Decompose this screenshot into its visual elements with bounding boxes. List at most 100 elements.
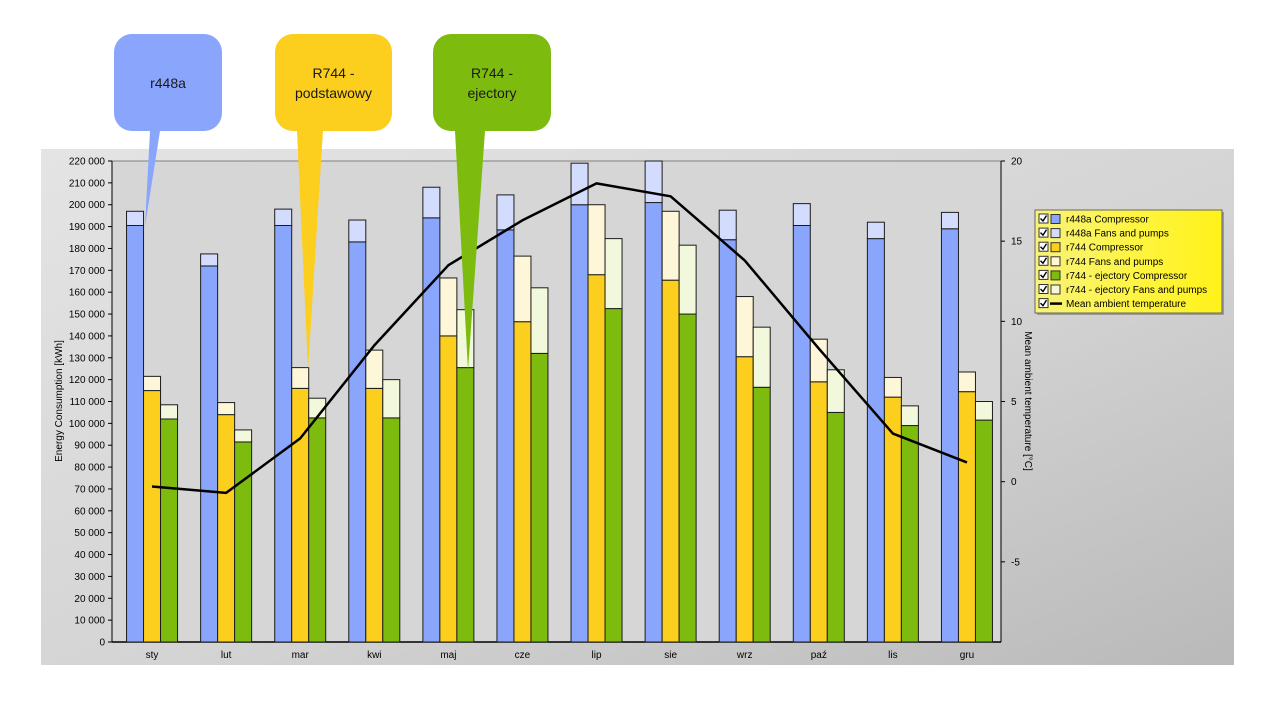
y-tick-label: 110 000 [70,397,106,408]
y-tick-label: 60 000 [74,506,105,517]
bar-lis-r744-ejectory-compressor [900,425,919,643]
x-tick-label: lip [592,650,602,661]
bar-paź-r744-ejectory-compressor [826,411,845,643]
y2-tick-label: 15 [1011,237,1023,248]
bar-lut-r744-ejectory-compressor [234,441,253,643]
bar-mar-r744-compressor [291,387,310,643]
bar-lip-r744-fans-and-pumps [587,204,606,276]
callout-label: R744 - [471,65,513,81]
callout-bubble [114,34,222,131]
legend-label: r744 Fans and pumps [1066,257,1163,268]
bar-sie-r744-fans-and-pumps [661,210,680,281]
bar-sie-r448a-fans-and-pumps [644,160,663,204]
bar-lip-r448a-fans-and-pumps [570,162,589,206]
bar-gru-r744-fans-and-pumps [957,371,976,393]
bar-gru-r448a-fans-and-pumps [940,211,959,230]
bar-paź-r448a-compressor [792,224,811,643]
legend-swatch [1050,284,1061,295]
bar-lis-r448a-compressor [866,238,885,643]
callout-label: r448a [150,75,186,91]
legend-checkbox [1038,298,1049,309]
bar-cze-r744-compressor [513,321,532,643]
legend-swatch [1050,270,1061,281]
y2-axis-title: Mean ambient temperature [°C] [1022,331,1033,471]
y2-tick-label: 10 [1011,317,1023,328]
right-axis: -5 0 5 10 15 20 [1000,157,1023,642]
legend-label: r744 - ejectory Compressor [1066,271,1188,282]
y-tick-label: 190 000 [69,222,106,233]
bar-sie-r744-ejectory-compressor [678,313,697,643]
x-tick-label: maj [440,650,456,661]
temperature-line [151,182,968,495]
y-tick-label: 140 000 [69,331,106,342]
y-tick-label: 30 000 [74,572,105,583]
temperature-series-line [151,182,968,495]
x-tick-label: paź [811,650,827,661]
bar-lis-r448a-fans-and-pumps [866,221,885,240]
bar-gru-r448a-compressor [940,228,959,643]
bar-cze-r448a-compressor [496,229,515,643]
callout-label: R744 - [312,65,354,81]
checkmark-icon [1040,285,1048,293]
bar-wrz-r744-ejectory-fans-and-pumps [752,326,771,388]
y-tick-label: 210 000 [69,178,106,189]
x-tick-label: lis [888,650,897,661]
checkmark-icon [1040,299,1048,307]
bar-mar-r448a-compressor [274,224,293,643]
callout-bubble [433,34,551,131]
bar-kwi-r448a-compressor [348,241,367,643]
bar-lip-r744-ejectory-fans-and-pumps [604,238,623,310]
y-tick-label: 220 000 [69,157,106,168]
y-tick-label: 100 000 [69,419,106,430]
y-tick-label: 20 000 [74,594,105,605]
bar-cze-r744-ejectory-fans-and-pumps [530,287,549,354]
bar-maj-r744-fans-and-pumps [439,277,458,337]
bar-kwi-r744-fans-and-pumps [365,349,384,389]
legend-label: r744 Compressor [1066,243,1144,254]
y-tick-label: 70 000 [74,484,105,495]
legend-swatch [1050,214,1061,224]
legend-swatch [1050,256,1061,267]
bar-lut-r448a-compressor [200,265,219,643]
bar-lut-r448a-fans-and-pumps [200,253,219,267]
bar-lis-r744-ejectory-fans-and-pumps [900,405,919,427]
callout-label: podstawowy [295,85,372,101]
bar-lut-r744-ejectory-fans-and-pumps [234,429,253,443]
bar-gru-r744-ejectory-fans-and-pumps [974,401,993,421]
x-tick-label: kwi [367,650,381,661]
x-tick-labels: sty lut mar kwi maj cze lip sie wrz paź lis gru [146,650,975,661]
legend-label: Mean ambient temperature [1066,299,1187,310]
legend-checkbox [1038,284,1049,294]
bar-paź-r448a-fans-and-pumps [792,203,811,226]
callout-label: ejectory [467,85,516,101]
x-tick-label: lut [221,650,232,661]
bar-maj-r744-ejectory-compressor [456,367,475,643]
bar-paź-r744-fans-and-pumps [809,338,828,383]
bar-kwi-r744-ejectory-compressor [382,417,401,643]
x-tick-label: cze [515,650,531,661]
callout-bubble [275,34,392,131]
y-tick-label: 150 000 [69,310,106,321]
bar-sty-r744-compressor [143,390,162,643]
bar-paź-r744-compressor [809,381,828,643]
bar-sty-r744-fans-and-pumps [143,375,162,392]
bar-lip-r744-ejectory-compressor [604,308,623,643]
callouts: r448a R744 - podstawowy R744 - ejectory [114,34,551,370]
callout-tail [297,131,323,370]
y-tick-label: 200 000 [69,200,106,211]
checkmark-icon [1040,271,1048,279]
x-tick-label: gru [960,650,974,661]
legend-box [1034,209,1223,314]
y-tick-label: 170 000 [69,266,106,277]
left-axis: 0 10 000 20 000 30 000 40 000 50 000 60 000 70 … [69,157,1001,649]
bar-sty-r744-ejectory-compressor [160,418,179,643]
plot-area [111,160,1002,643]
callout-tail [145,131,160,226]
bar-cze-r744-fans-and-pumps [513,255,532,323]
y-tick-label: 80 000 [74,463,105,474]
legend-label: r448a Compressor [1066,215,1149,226]
bar-maj-r448a-compressor [422,217,441,643]
legend-label: r448a Fans and pumps [1066,229,1169,240]
legend-swatch [1050,228,1061,239]
bar-cze-r744-ejectory-compressor [530,352,549,643]
